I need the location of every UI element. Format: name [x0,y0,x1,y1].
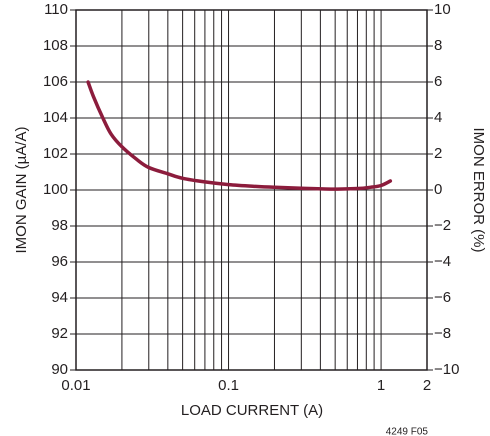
y-tick-label: 94 [51,289,68,306]
y2-tick-label: 0 [434,181,442,198]
y-tick-label: 96 [51,253,68,270]
data-line [86,80,393,191]
y2-axis-label: IMON ERROR (%) [470,128,487,253]
y-tick-label: 108 [43,37,68,54]
y2-tick-label: 2 [434,145,442,162]
y2-tick-label: −10 [434,361,459,378]
figure-id: 4249 F05 [386,427,429,436]
plot-frame [75,9,428,371]
y2-tick-label: −6 [434,289,451,306]
x-tick-label: 1 [377,377,385,394]
y2-tick-label: 6 [434,73,442,90]
x-tick-label: 2 [423,377,431,394]
y-tick-label: 106 [43,73,68,90]
y2-tick-label: −2 [434,217,451,234]
y2-tick-label: −8 [434,325,451,342]
y-tick-label: 104 [43,109,68,126]
y-tick-label: 100 [43,181,68,198]
y-axis-label: IMON GAIN (µA/A) [13,127,30,254]
y2-tick-label: −4 [434,253,451,270]
y-tick-label: 98 [51,217,68,234]
y2-tick-label: 8 [434,37,442,54]
y-tick-label: 90 [51,361,68,378]
y-tick-label: 102 [43,145,68,162]
x-axis-label: LOAD CURRENT (A) [181,402,323,419]
x-tick-label: 0.01 [61,377,90,394]
y-tick-label: 92 [51,325,68,342]
x-tick-label: 0.1 [218,377,239,394]
y2-tick-label: 4 [434,109,442,126]
y-tick-label: 110 [44,1,68,18]
y2-tick-label: 10 [434,1,451,18]
